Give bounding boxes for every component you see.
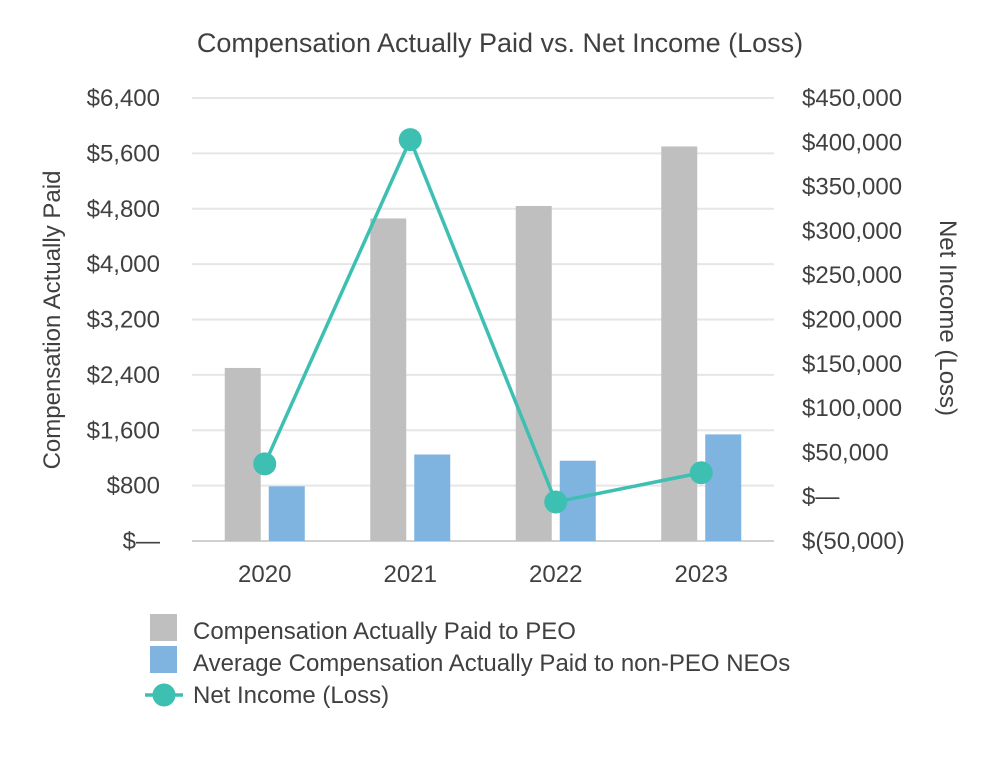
right-axis-title: Net Income (Loss) (934, 220, 961, 416)
x-tick-label: 2020 (238, 561, 291, 588)
left-tick-label: $5,600 (87, 140, 160, 167)
left-tick-label: $4,800 (87, 196, 160, 223)
net-income-point (253, 452, 277, 476)
left-tick-label: $6,400 (87, 85, 160, 112)
chart-title: Compensation Actually Paid vs. Net Incom… (197, 28, 803, 58)
bar-peo (515, 205, 552, 541)
legend-label: Average Compensation Actually Paid to no… (193, 650, 790, 677)
net-income-point (398, 128, 422, 152)
right-axis-ticks: $(50,000) $— $50,000 $100,000 $150,000 $200,0… (802, 85, 905, 555)
left-tick-label: $3,200 (87, 307, 160, 334)
right-tick-label: $350,000 (802, 174, 902, 201)
bar-peo (661, 146, 698, 541)
legend-swatch (150, 614, 177, 641)
left-tick-label: $4,000 (87, 251, 160, 278)
left-tick-label: $800 (107, 473, 160, 500)
net-income-series-line (263, 137, 702, 504)
legend-marker (152, 683, 176, 707)
right-tick-label: $150,000 (802, 351, 902, 378)
right-tick-label: $200,000 (802, 307, 902, 334)
net-income-point (544, 490, 568, 514)
x-tick-label: 2023 (675, 561, 728, 588)
bar-non-peo (268, 486, 305, 541)
net-income-point (689, 461, 713, 485)
legend: Compensation Actually Paid to PEO Average… (145, 614, 790, 709)
bar-non-peo (705, 434, 742, 541)
right-tick-label: $400,000 (802, 129, 902, 156)
net-income-line (253, 128, 713, 514)
left-axis-ticks: $— $800 $1,600 $2,400 $3,200 $4,000 $4,800 $5,6… (87, 85, 160, 555)
right-tick-label: $50,000 (802, 439, 889, 466)
legend-swatch (150, 646, 177, 673)
left-tick-label: $— (123, 528, 160, 555)
bar-non-peo (414, 454, 451, 541)
right-tick-label: $250,000 (802, 262, 902, 289)
right-tick-label: $450,000 (802, 85, 902, 112)
right-tick-label: $— (802, 484, 839, 511)
bar-peo (370, 218, 407, 542)
left-tick-label: $1,600 (87, 417, 160, 444)
bar-peo (224, 367, 261, 541)
right-tick-label: $100,000 (802, 395, 902, 422)
left-tick-label: $2,400 (87, 362, 160, 389)
x-tick-label: 2021 (384, 561, 437, 588)
x-axis-ticks: 2020 2021 2022 2023 (238, 561, 728, 588)
right-tick-label: $(50,000) (802, 528, 905, 555)
legend-label: Compensation Actually Paid to PEO (193, 618, 576, 645)
legend-label: Net Income (Loss) (193, 682, 389, 709)
x-tick-label: 2022 (529, 561, 582, 588)
left-axis-title: Compensation Actually Paid (39, 171, 66, 470)
right-tick-label: $300,000 (802, 218, 902, 245)
